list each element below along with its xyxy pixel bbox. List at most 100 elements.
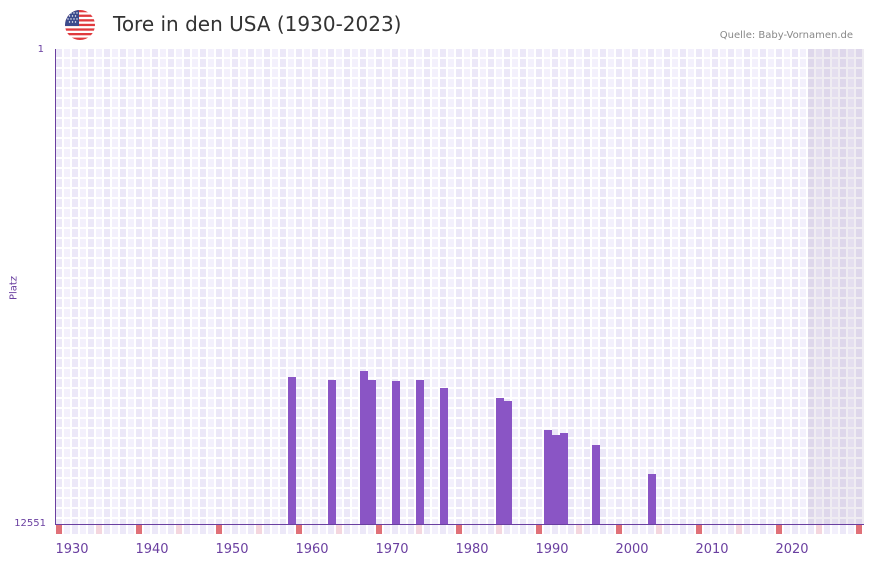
year-marker bbox=[368, 525, 374, 534]
grid-column bbox=[656, 49, 664, 524]
bar-1967[interactable] bbox=[368, 380, 376, 524]
grid-column bbox=[336, 49, 344, 524]
grid-column bbox=[784, 49, 792, 524]
year-marker bbox=[304, 525, 310, 534]
grid-column bbox=[832, 49, 840, 524]
bar-1983[interactable] bbox=[496, 398, 504, 524]
grid-column bbox=[520, 49, 528, 524]
year-marker bbox=[680, 525, 686, 534]
year-marker bbox=[424, 525, 430, 534]
grid-column bbox=[688, 49, 696, 524]
grid-column bbox=[96, 49, 104, 524]
bar-1970[interactable] bbox=[392, 381, 400, 524]
year-marker bbox=[392, 525, 398, 534]
grid-column bbox=[264, 49, 272, 524]
grid-column bbox=[256, 49, 264, 524]
grid-column bbox=[512, 49, 520, 524]
year-marker bbox=[312, 525, 318, 534]
year-marker bbox=[336, 525, 342, 534]
grid-column bbox=[480, 49, 488, 524]
year-marker bbox=[376, 525, 382, 534]
year-marker bbox=[240, 525, 246, 534]
grid-column bbox=[144, 49, 152, 524]
bar-1990[interactable] bbox=[552, 435, 560, 524]
grid-column bbox=[160, 49, 168, 524]
bar-1962[interactable] bbox=[328, 380, 336, 524]
bar-2002[interactable] bbox=[648, 474, 656, 524]
grid-column bbox=[104, 49, 112, 524]
grid-column bbox=[536, 49, 544, 524]
year-marker bbox=[456, 525, 462, 534]
grid-column bbox=[720, 49, 728, 524]
bar-1991[interactable] bbox=[560, 433, 568, 524]
year-marker bbox=[720, 525, 726, 534]
year-marker bbox=[520, 525, 526, 534]
year-marker bbox=[696, 525, 702, 534]
bar-1984[interactable] bbox=[504, 401, 512, 524]
year-marker bbox=[536, 525, 542, 534]
year-marker bbox=[184, 525, 190, 534]
year-marker bbox=[248, 525, 254, 534]
year-marker bbox=[128, 525, 134, 534]
year-marker bbox=[608, 525, 614, 534]
year-marker bbox=[104, 525, 110, 534]
x-tick-label: 1950 bbox=[215, 542, 249, 557]
grid-column bbox=[424, 49, 432, 524]
grid-column bbox=[744, 49, 752, 524]
grid-column bbox=[800, 49, 808, 524]
year-marker bbox=[464, 525, 470, 534]
grid-column bbox=[504, 49, 512, 524]
bar-1957[interactable] bbox=[288, 377, 296, 524]
year-marker bbox=[144, 525, 150, 534]
grid-column bbox=[616, 49, 624, 524]
grid-column bbox=[416, 49, 424, 524]
grid-column bbox=[176, 49, 184, 524]
grid-column bbox=[776, 49, 784, 524]
bar-1973[interactable] bbox=[416, 380, 424, 524]
grid-column bbox=[88, 49, 96, 524]
bar-1989[interactable] bbox=[544, 430, 552, 524]
year-marker bbox=[512, 525, 518, 534]
year-marker bbox=[168, 525, 174, 534]
year-marker bbox=[88, 525, 94, 534]
grid-column bbox=[728, 49, 736, 524]
year-marker bbox=[232, 525, 238, 534]
year-marker bbox=[96, 525, 102, 534]
year-marker bbox=[712, 525, 718, 534]
grid-column bbox=[152, 49, 160, 524]
grid-column bbox=[544, 49, 552, 524]
grid-column bbox=[760, 49, 768, 524]
bar-1966[interactable] bbox=[360, 371, 368, 524]
grid-column bbox=[824, 49, 832, 524]
year-marker bbox=[848, 525, 854, 534]
grid-column bbox=[200, 49, 208, 524]
grid-column bbox=[392, 49, 400, 524]
grid-column bbox=[840, 49, 848, 524]
grid-column bbox=[224, 49, 232, 524]
grid-column bbox=[368, 49, 376, 524]
future-shade bbox=[808, 49, 864, 524]
grid-column bbox=[496, 49, 504, 524]
grid-column bbox=[56, 49, 64, 524]
bar-1995[interactable] bbox=[592, 445, 600, 524]
grid-column bbox=[72, 49, 80, 524]
year-marker bbox=[496, 525, 502, 534]
grid-column bbox=[464, 49, 472, 524]
grid-column bbox=[376, 49, 384, 524]
year-marker bbox=[776, 525, 782, 534]
grid-column bbox=[360, 49, 368, 524]
grid-column bbox=[856, 49, 864, 524]
bar-1976[interactable] bbox=[440, 388, 448, 524]
grid-column bbox=[680, 49, 688, 524]
x-tick-label: 1930 bbox=[55, 542, 89, 557]
year-marker bbox=[736, 525, 742, 534]
grid-column bbox=[816, 49, 824, 524]
year-marker bbox=[224, 525, 230, 534]
y-tick-bottom: 12551 bbox=[14, 518, 46, 529]
year-marker bbox=[488, 525, 494, 534]
grid-column bbox=[632, 49, 640, 524]
year-marker bbox=[616, 525, 622, 534]
grid-column bbox=[704, 49, 712, 524]
year-marker bbox=[624, 525, 630, 534]
grid-column bbox=[640, 49, 648, 524]
